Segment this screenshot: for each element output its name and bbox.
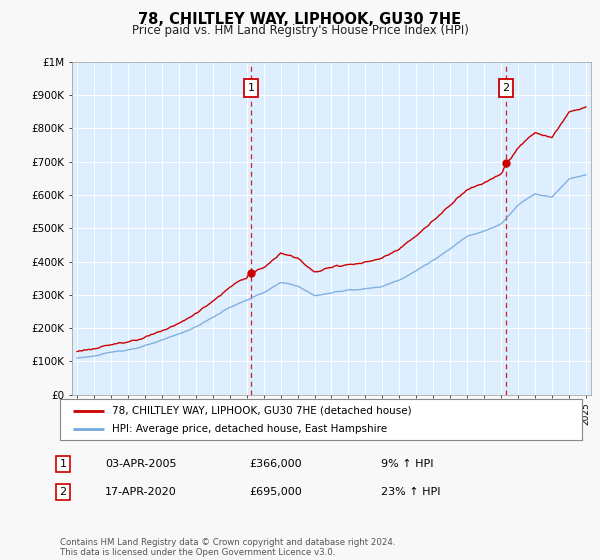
Text: 17-APR-2020: 17-APR-2020 [105,487,177,497]
Text: 1: 1 [59,459,67,469]
Text: £366,000: £366,000 [249,459,302,469]
Text: 9% ↑ HPI: 9% ↑ HPI [381,459,433,469]
Text: 2: 2 [59,487,67,497]
Text: HPI: Average price, detached house, East Hampshire: HPI: Average price, detached house, East… [112,424,388,434]
Text: Price paid vs. HM Land Registry's House Price Index (HPI): Price paid vs. HM Land Registry's House … [131,24,469,37]
Text: £695,000: £695,000 [249,487,302,497]
Text: 1: 1 [247,83,254,94]
Text: 03-APR-2005: 03-APR-2005 [105,459,176,469]
Text: 23% ↑ HPI: 23% ↑ HPI [381,487,440,497]
Text: Contains HM Land Registry data © Crown copyright and database right 2024.
This d: Contains HM Land Registry data © Crown c… [60,538,395,557]
Text: 2: 2 [502,83,509,94]
Text: 78, CHILTLEY WAY, LIPHOOK, GU30 7HE: 78, CHILTLEY WAY, LIPHOOK, GU30 7HE [139,12,461,27]
Text: 78, CHILTLEY WAY, LIPHOOK, GU30 7HE (detached house): 78, CHILTLEY WAY, LIPHOOK, GU30 7HE (det… [112,405,412,416]
